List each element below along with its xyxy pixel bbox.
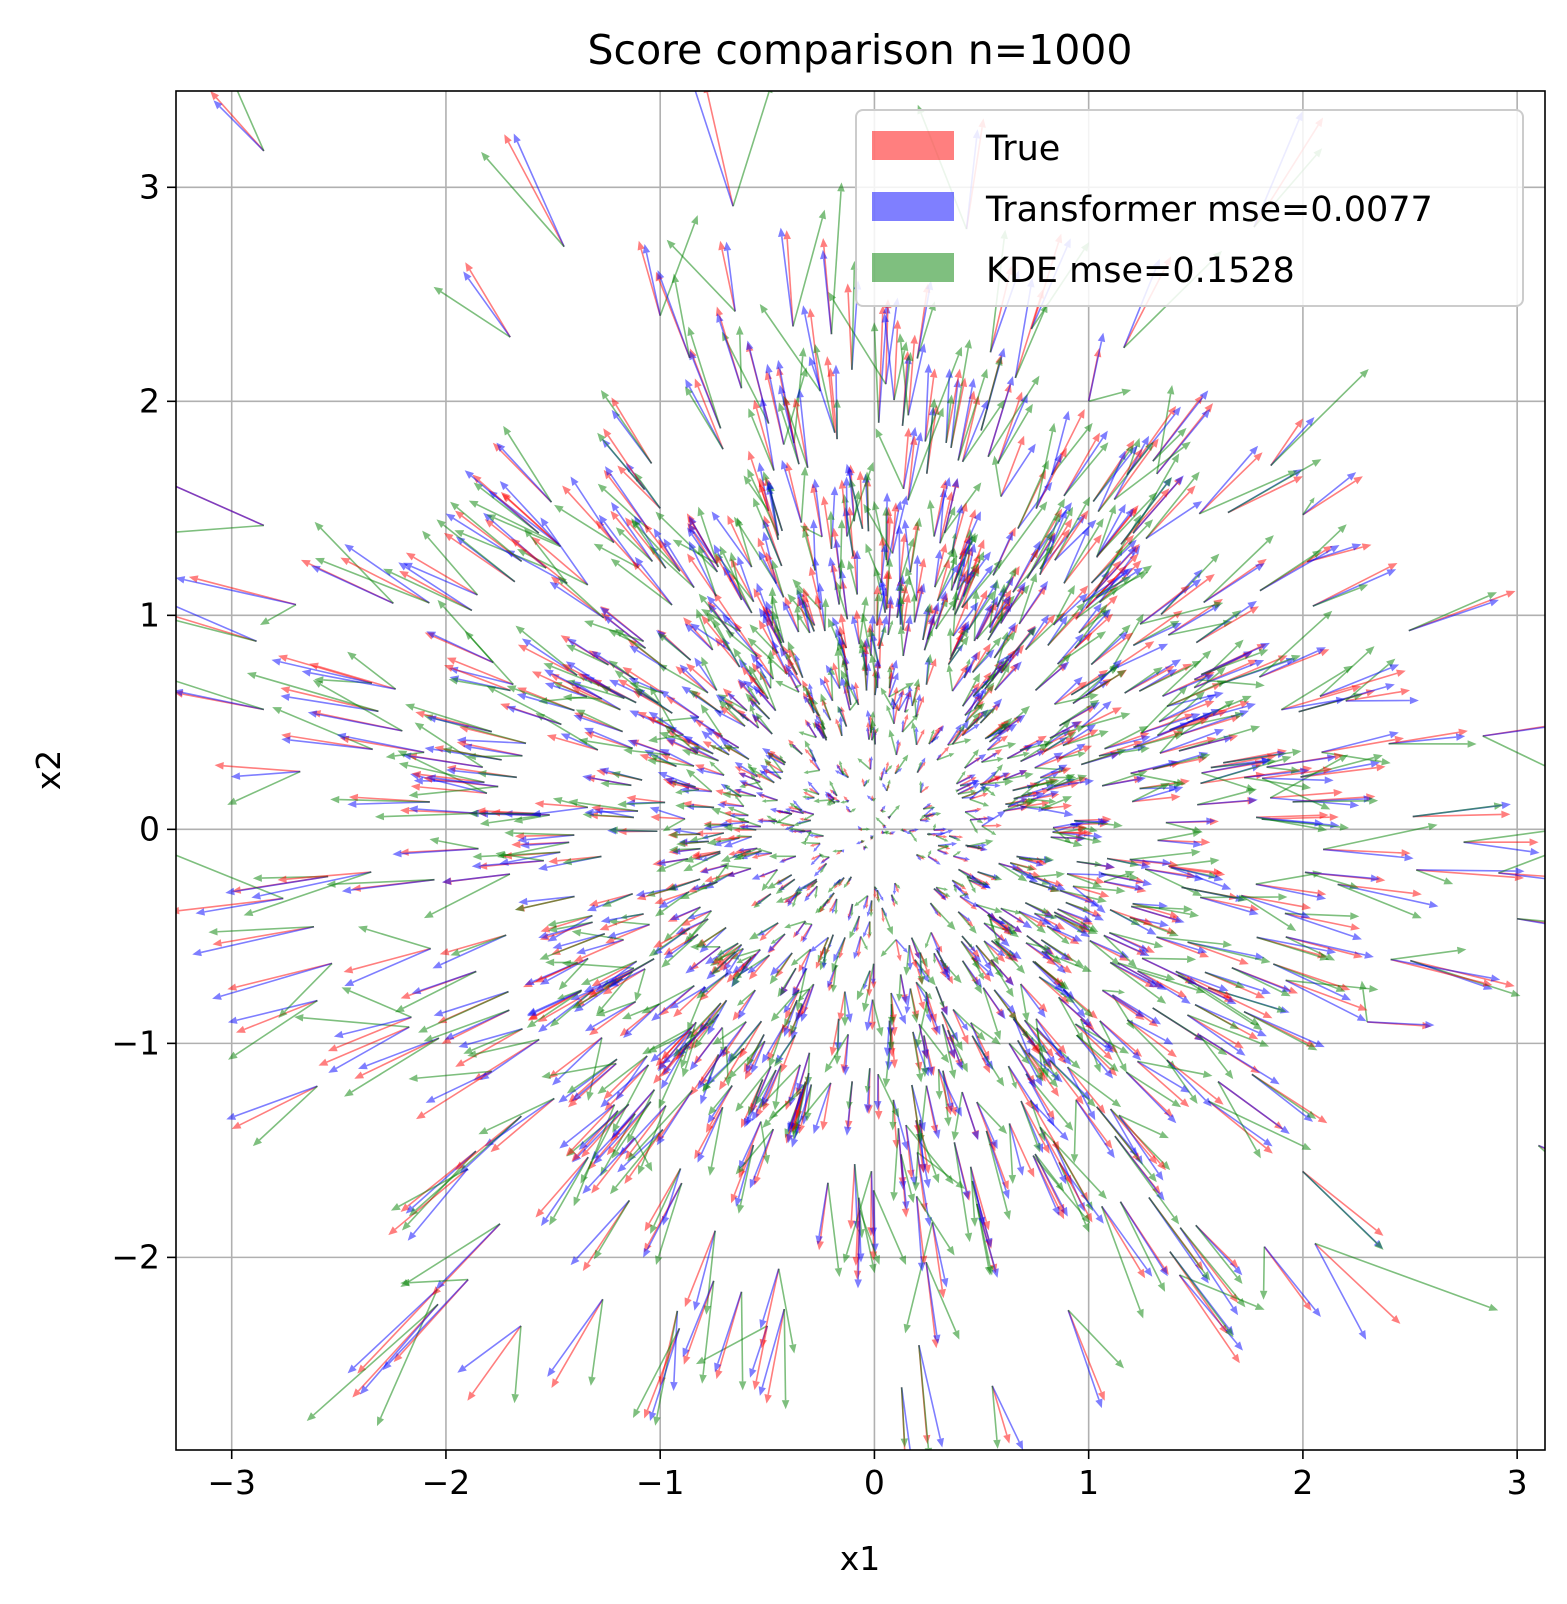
x-tick-label: −1 <box>636 1463 685 1502</box>
legend-label-true: True <box>985 129 1060 169</box>
x-tick-label: 0 <box>864 1463 885 1502</box>
y-tick-label: −1 <box>111 1023 160 1062</box>
legend-label-kde: KDE mse=0.1528 <box>986 251 1295 291</box>
y-tick-label: −2 <box>111 1237 160 1276</box>
chart-title: Score comparison n=1000 <box>588 26 1133 74</box>
y-tick-label: 0 <box>139 809 160 848</box>
x-tick-label: 2 <box>1292 1463 1313 1502</box>
y-tick-label: 1 <box>139 595 160 634</box>
legend-label-transformer: Transformer mse=0.0077 <box>985 190 1433 230</box>
x-tick-label: 1 <box>1078 1463 1099 1502</box>
y-axis-label: x2 <box>29 750 68 791</box>
x-tick-label: −3 <box>207 1463 256 1502</box>
y-tick-label: 2 <box>139 381 160 420</box>
legend-swatch-kde <box>872 253 954 282</box>
x-axis-label: x1 <box>840 1539 881 1578</box>
legend-swatch-true <box>872 131 954 160</box>
y-tick-label: 3 <box>139 167 160 206</box>
x-tick-label: 3 <box>1507 1463 1528 1502</box>
legend: True Transformer mse=0.0077 KDE mse=0.15… <box>856 110 1523 306</box>
x-tick-label: −2 <box>422 1463 471 1502</box>
legend-swatch-transformer <box>872 192 954 221</box>
